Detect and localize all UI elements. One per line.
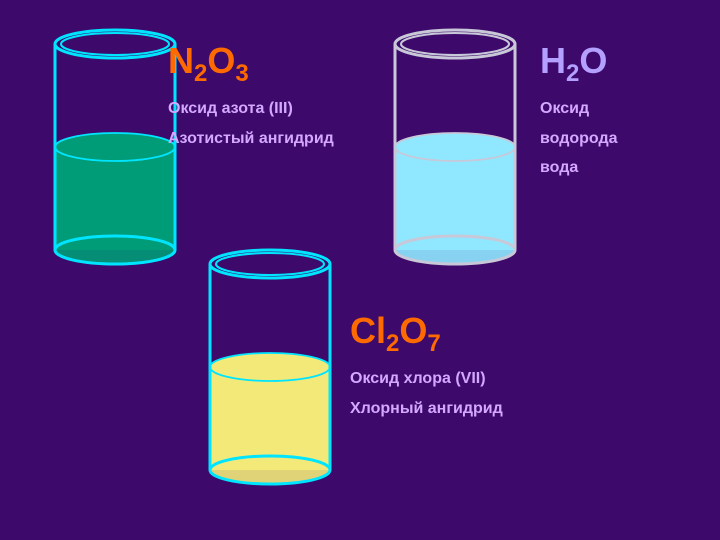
formula-cl2o7: Cl2O7 xyxy=(350,310,503,358)
desc-line: Оксид xyxy=(540,96,618,122)
label-n2o3: N2O3 Оксид азота (III) Азотистый ангидрид xyxy=(168,40,334,155)
desc-line: водорода xyxy=(540,126,618,152)
formula-n2o3: N2O3 xyxy=(168,40,334,88)
desc-line: Оксид азота (III) xyxy=(168,96,334,122)
desc-line: Оксид хлора (VII) xyxy=(350,366,503,392)
desc-cl2o7: Оксид хлора (VII) Хлорный ангидрид xyxy=(350,366,503,421)
label-h2o: H2O Оксид водорода вода xyxy=(540,40,618,185)
desc-n2o3: Оксид азота (III) Азотистый ангидрид xyxy=(168,96,334,151)
desc-line: Азотистый ангидрид xyxy=(168,126,334,152)
beaker-h2o xyxy=(390,25,520,269)
desc-line: вода xyxy=(540,155,618,181)
beaker-cl2o7 xyxy=(205,245,335,489)
formula-h2o: H2O xyxy=(540,40,618,88)
desc-line: Хлорный ангидрид xyxy=(350,396,503,422)
label-cl2o7: Cl2O7 Оксид хлора (VII) Хлорный ангидрид xyxy=(350,310,503,425)
beaker-n2o3 xyxy=(50,25,180,269)
desc-h2o: Оксид водорода вода xyxy=(540,96,618,181)
